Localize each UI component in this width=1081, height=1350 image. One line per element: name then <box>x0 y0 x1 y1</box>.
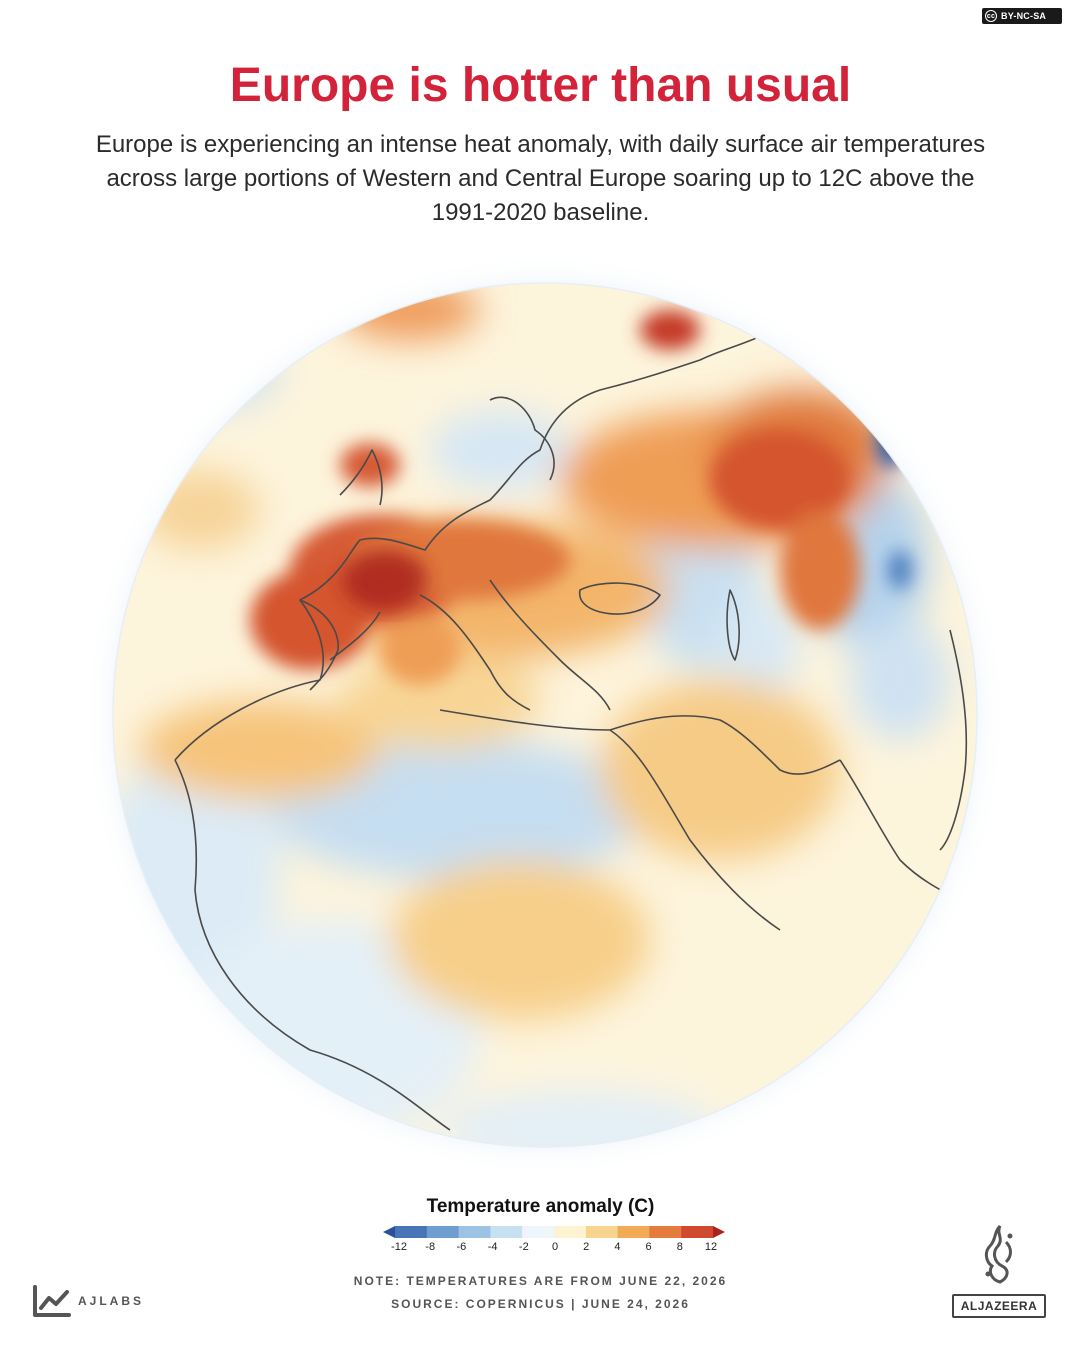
legend-tick-label: 2 <box>583 1241 590 1253</box>
cc-icon: cc <box>985 10 997 22</box>
legend-tick-label: -2 <box>518 1241 529 1253</box>
legend-tick-label: -4 <box>487 1241 498 1253</box>
ajlabs-label: AJLABS <box>78 1294 145 1308</box>
license-badge: cc BY-NC-SA <box>982 8 1062 24</box>
globe-svg <box>83 253 1007 1177</box>
aljazeera-logo: ALJAZEERA <box>952 1222 1048 1318</box>
ajlabs-logo-icon <box>33 1285 71 1317</box>
legend-tick-label: 6 <box>645 1241 652 1253</box>
legend-tick-label: -6 <box>456 1241 467 1253</box>
legend-swatch <box>649 1226 682 1238</box>
legend-tick-label: -12 <box>391 1241 407 1253</box>
legend-ticks: -12 -8 -6 -4 -2 0 2 4 6 8 12 <box>383 1241 725 1255</box>
note-text: NOTE: TEMPERATURES ARE FROM JUNE 22, 202… <box>353 1274 728 1288</box>
legend-swatch <box>522 1226 555 1238</box>
legend-color-bar <box>383 1226 725 1238</box>
legend-swatch <box>426 1226 460 1238</box>
ajlabs-logo: AJLABS <box>32 1284 144 1318</box>
legend-swatch <box>490 1226 523 1238</box>
page-title: Europe is hotter than usual <box>229 59 852 112</box>
legend-tick-label: 8 <box>676 1241 683 1253</box>
legend-swatch <box>713 1226 725 1238</box>
aljazeera-logo-icon <box>984 1224 1013 1284</box>
legend-title: Temperature anomaly (C) <box>426 1196 655 1217</box>
legend-swatch <box>458 1226 491 1238</box>
anomaly-field <box>113 283 977 1147</box>
legend-tick-label: 12 <box>704 1241 718 1253</box>
aljazeera-label: ALJAZEERA <box>952 1294 1046 1318</box>
legend-tick-label: 0 <box>551 1241 559 1253</box>
legend-swatch <box>681 1226 714 1238</box>
license-label: BY-NC-SA <box>1001 11 1047 21</box>
globe-map <box>80 250 1010 1180</box>
source-text: SOURCE: COPERNICUS | JUNE 24, 2026 <box>391 1297 690 1311</box>
legend-swatch <box>395 1226 428 1238</box>
legend-tick-label: 4 <box>614 1241 621 1253</box>
legend-swatch <box>554 1226 587 1238</box>
legend-swatch <box>585 1226 619 1238</box>
legend-swatch <box>383 1226 395 1238</box>
legend-tick-label: -8 <box>425 1241 436 1253</box>
legend-swatch <box>617 1226 650 1238</box>
subtitle: Europe is experiencing an intense heat a… <box>95 131 986 226</box>
